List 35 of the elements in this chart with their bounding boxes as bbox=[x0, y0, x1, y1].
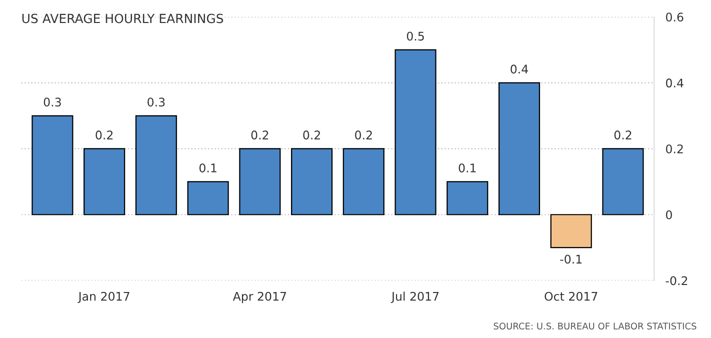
data-label: -0.1 bbox=[560, 254, 582, 264]
data-label: 0.2 bbox=[251, 130, 268, 140]
bar bbox=[291, 148, 333, 216]
y-tick-label: 0.2 bbox=[666, 144, 683, 154]
chart-title: US AVERAGE HOURLY EARNINGS bbox=[22, 14, 224, 24]
bar bbox=[32, 115, 74, 216]
data-label: 0.2 bbox=[355, 130, 372, 140]
bar bbox=[84, 148, 126, 216]
bar bbox=[135, 115, 177, 216]
data-label: 0.1 bbox=[199, 164, 216, 172]
data-label: 0.3 bbox=[44, 98, 61, 107]
bar bbox=[498, 82, 540, 216]
x-tick-label: Jan 2017 bbox=[78, 292, 130, 303]
data-label: 0.3 bbox=[148, 98, 165, 107]
y-tick-label: 0.6 bbox=[666, 12, 684, 22]
bar bbox=[187, 181, 229, 216]
y-tick-label: 0.4 bbox=[666, 78, 684, 88]
data-label: 0.2 bbox=[96, 130, 113, 140]
data-label: 0.4 bbox=[510, 64, 528, 74]
x-tick-label: Jul 2017 bbox=[390, 292, 439, 303]
data-label: 0.5 bbox=[406, 32, 424, 41]
y-tick-label: -0.2 bbox=[666, 276, 688, 286]
data-label: 0.2 bbox=[614, 130, 632, 140]
data-label: 0.1 bbox=[458, 164, 476, 172]
bar bbox=[342, 148, 384, 216]
x-tick-label: Apr 2017 bbox=[232, 292, 286, 304]
bar bbox=[239, 148, 281, 216]
source-note: SOURCE: U.S. BUREAU OF LABOR STATISTICS bbox=[494, 322, 696, 330]
bar bbox=[602, 148, 644, 216]
y-tick-label: 0 bbox=[666, 210, 672, 220]
bar bbox=[550, 214, 592, 248]
data-label: 0.2 bbox=[303, 130, 320, 140]
bar bbox=[394, 49, 436, 216]
bar bbox=[446, 181, 488, 216]
x-tick-label: Oct 2017 bbox=[544, 292, 598, 301]
